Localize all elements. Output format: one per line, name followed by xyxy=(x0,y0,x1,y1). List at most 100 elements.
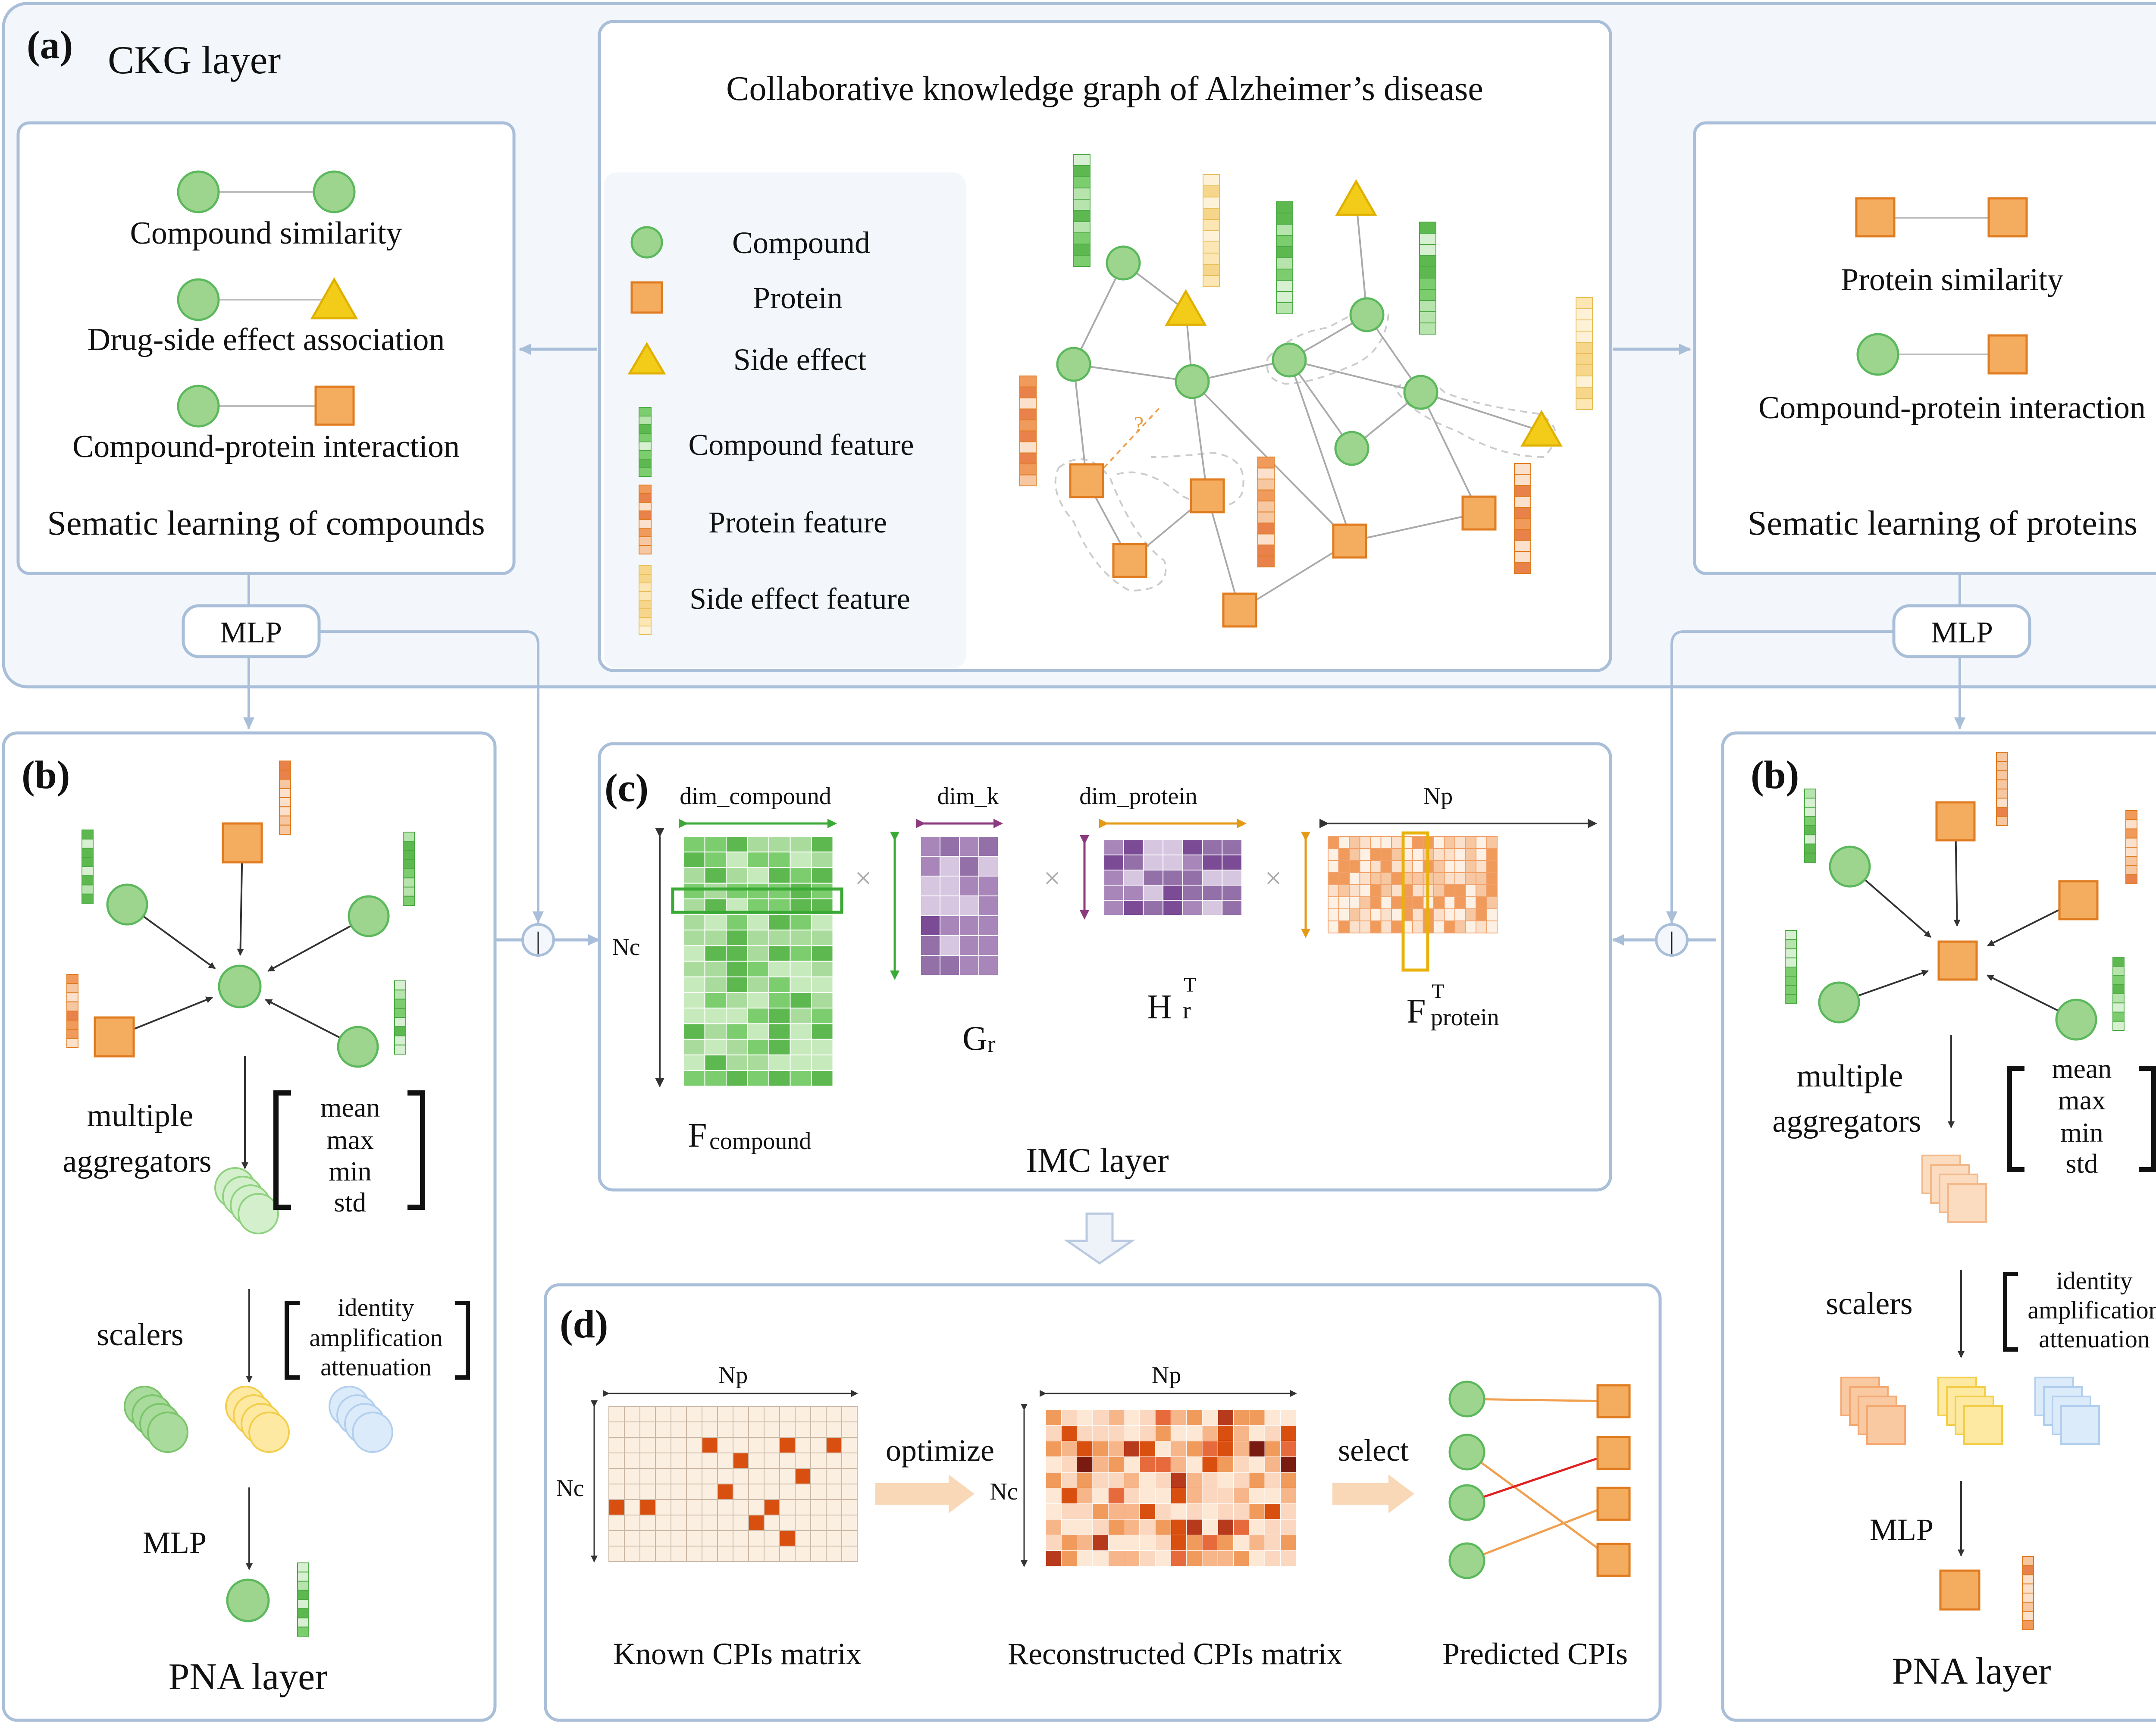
reconstructed-cell xyxy=(1280,1503,1297,1520)
reconstructed-cell xyxy=(1202,1441,1218,1457)
matrix-cell xyxy=(841,1421,858,1438)
compound-feature-cell xyxy=(81,866,94,877)
compound-feature-cell xyxy=(297,1581,309,1591)
h-cell xyxy=(1123,870,1144,886)
matrix-cell xyxy=(671,1406,687,1422)
compound-feature-cell xyxy=(1804,798,1816,808)
matrix-cell xyxy=(764,1515,780,1531)
reconstructed-cell xyxy=(1108,1503,1124,1520)
f-compound-cell xyxy=(747,945,769,962)
protein-feature-cell xyxy=(1514,562,1531,574)
aggregators-right-line2: aggregators xyxy=(1772,1104,1921,1139)
f-compound-cell xyxy=(747,976,769,993)
compound-feature-cell xyxy=(1785,994,1797,1004)
protein-feature-cell xyxy=(1257,501,1275,513)
f-protein-cell xyxy=(1465,884,1476,897)
matrix-cell xyxy=(717,1406,733,1422)
legend-side-effect-feature: Side effect feature xyxy=(689,582,910,616)
compound-feature-cell xyxy=(1419,289,1436,301)
h-cell xyxy=(1163,855,1183,870)
g-cell xyxy=(978,935,999,956)
f-protein-cell xyxy=(1380,920,1392,933)
f-compound-cell xyxy=(790,1008,812,1024)
f-compound-cell xyxy=(726,836,748,853)
h-cell xyxy=(1143,900,1164,916)
matrix-cell xyxy=(686,1406,702,1422)
f-protein-cell xyxy=(1476,860,1487,873)
compound-feature-cell xyxy=(1276,246,1293,258)
f-compound-cell xyxy=(747,852,769,868)
matrix-cell xyxy=(826,1453,842,1469)
matrix-cell xyxy=(655,1406,671,1422)
protein-feature-cell xyxy=(66,1029,78,1039)
matrix-cell xyxy=(795,1453,811,1469)
compound-feature-cell xyxy=(394,999,406,1009)
matrix-cell xyxy=(795,1484,811,1500)
protein-node xyxy=(1112,543,1147,578)
f-compound-cell xyxy=(704,992,727,1009)
side-effect-feature-cell xyxy=(1576,342,1593,354)
matrix-cell xyxy=(702,1453,718,1469)
f-protein-cell xyxy=(1380,848,1392,861)
compound-feature-cell xyxy=(2112,1002,2125,1013)
reconstructed-cell xyxy=(1077,1550,1093,1567)
f-protein-cell xyxy=(1476,872,1487,885)
reconstructed-cell xyxy=(1155,1503,1171,1520)
np-label-known: Np xyxy=(718,1362,748,1389)
predicted-link xyxy=(1467,1452,1614,1504)
f-compound-cell xyxy=(811,883,834,899)
f-protein-cell xyxy=(1391,896,1403,909)
reconstructed-cell xyxy=(1202,1503,1218,1520)
protein-feature-cell xyxy=(2022,1574,2034,1584)
legend-side-effect: Side effect xyxy=(733,342,867,377)
matrix-cell xyxy=(748,1530,765,1547)
compound-feature-cell xyxy=(394,1008,406,1018)
optimize-arrow xyxy=(875,1475,975,1513)
compound-feature-cell xyxy=(639,416,652,425)
scaler-right-attenuation: attenuation xyxy=(2039,1325,2150,1353)
known-cpi-cell xyxy=(826,1437,842,1453)
known-cpi-cell xyxy=(702,1437,718,1453)
f-protein-cell xyxy=(1359,860,1371,873)
f-compound-cell xyxy=(790,867,812,884)
subgraph-halo xyxy=(1116,451,1244,507)
matrix-cell xyxy=(639,1406,656,1422)
f-protein-cell xyxy=(1476,884,1487,897)
compound-node xyxy=(177,278,220,321)
g-cell xyxy=(940,915,960,936)
matrix-cell xyxy=(748,1468,765,1484)
g-cell xyxy=(920,895,940,916)
side-effect-feature-cell xyxy=(1203,208,1220,220)
compounds-box-caption: Sematic learning of compounds xyxy=(47,504,485,542)
reconstructed-cell xyxy=(1233,1425,1250,1442)
reconstructed-cell xyxy=(1108,1550,1124,1567)
agg-min: min xyxy=(329,1156,372,1187)
f-compound-cell xyxy=(747,930,769,946)
protein-feature-cell xyxy=(1514,540,1531,552)
compound-feature-cell xyxy=(639,433,652,442)
reconstructed-cell xyxy=(1186,1534,1203,1551)
compound-feature-cell xyxy=(81,848,94,858)
known-cpi-cell xyxy=(717,1484,733,1500)
reconstructed-cell xyxy=(1045,1550,1062,1567)
known-cpi-cell xyxy=(795,1468,811,1484)
f-compound-cell xyxy=(704,883,727,899)
legend-protein-feature-icon xyxy=(639,485,652,554)
f-compound-cell xyxy=(768,867,791,884)
reconstructed-cell xyxy=(1045,1534,1062,1551)
h-cell xyxy=(1202,885,1223,901)
f-compound-cell xyxy=(790,883,812,899)
f-compound-cell xyxy=(790,852,812,868)
f-protein-sup: T xyxy=(1432,980,1444,1003)
protein-feature-cell xyxy=(639,545,652,554)
g-cell xyxy=(978,836,999,857)
mlp-label-right: MLP xyxy=(1870,1512,1934,1547)
f-compound-cell xyxy=(683,1070,705,1087)
matrix-cell xyxy=(779,1546,796,1562)
reconstructed-cell xyxy=(1077,1534,1093,1551)
reconstructed-cell xyxy=(1155,1534,1171,1551)
reconstructed-cell xyxy=(1124,1425,1140,1442)
h-cell xyxy=(1143,870,1164,886)
f-compound-cell xyxy=(811,1070,834,1087)
f-compound-cell xyxy=(726,914,748,931)
